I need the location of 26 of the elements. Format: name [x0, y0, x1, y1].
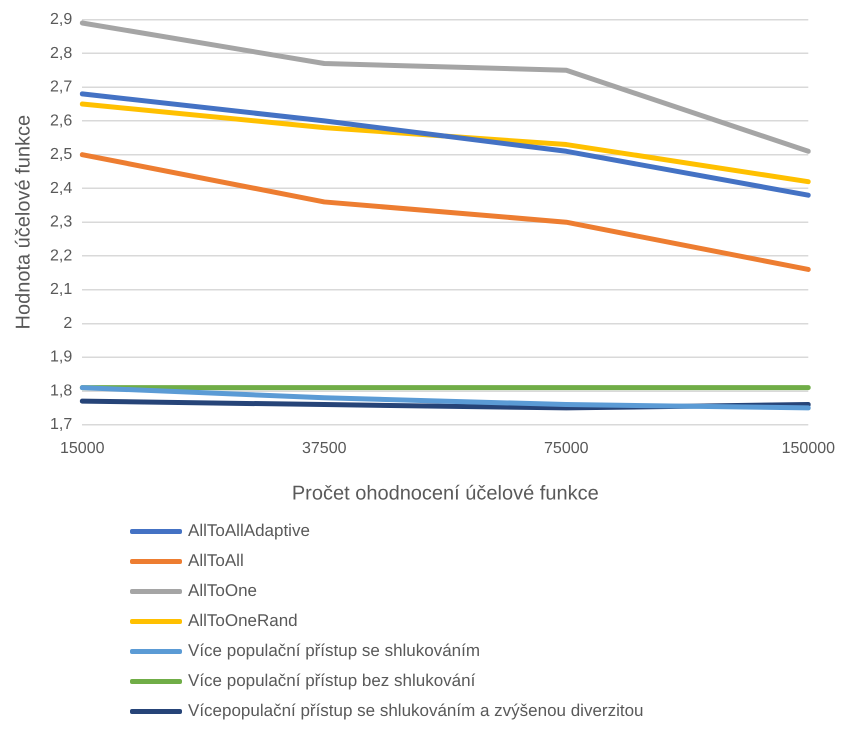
legend-label: AllToAll	[188, 551, 244, 571]
x-tick-label: 75000	[544, 440, 589, 457]
x-tick-label: 37500	[302, 440, 347, 457]
y-tick-label: 2,9	[50, 11, 72, 28]
legend-label: Více populační přístup se shlukováním	[188, 641, 480, 661]
legend-label: AllToOne	[188, 581, 257, 601]
x-tick-label: 15000	[60, 440, 105, 457]
legend-label: AllToOneRand	[188, 611, 298, 631]
y-tick-label: 1,8	[50, 382, 72, 400]
y-tick-label: 2,7	[50, 78, 72, 96]
legend-label: Více populační přístup bez shlukování	[188, 671, 476, 691]
x-axis-title: Pročet ohodnocení účelové funkce	[292, 482, 599, 505]
y-tick-label: 2,2	[50, 247, 72, 264]
y-axis-title: Hodnota účelové funkce	[12, 114, 35, 330]
y-tick-label: 2	[63, 314, 72, 332]
y-tick-label: 2,4	[50, 180, 72, 197]
y-tick-label: 2,1	[50, 281, 72, 298]
y-tick-label: 2,5	[50, 146, 72, 164]
x-tick-label: 150000	[782, 440, 836, 457]
legend-label: AllToAllAdaptive	[188, 521, 310, 541]
y-tick-label: 2,8	[50, 44, 72, 62]
y-tick-label: 2,3	[50, 214, 72, 231]
y-tick-label: 1,7	[50, 416, 72, 434]
y-tick-label: 1,9	[50, 348, 72, 366]
y-tick-label: 2,6	[50, 112, 72, 130]
legend-label: Vícepopulační přístup se shlukováním a zvýšenou diverzitou	[188, 701, 644, 721]
